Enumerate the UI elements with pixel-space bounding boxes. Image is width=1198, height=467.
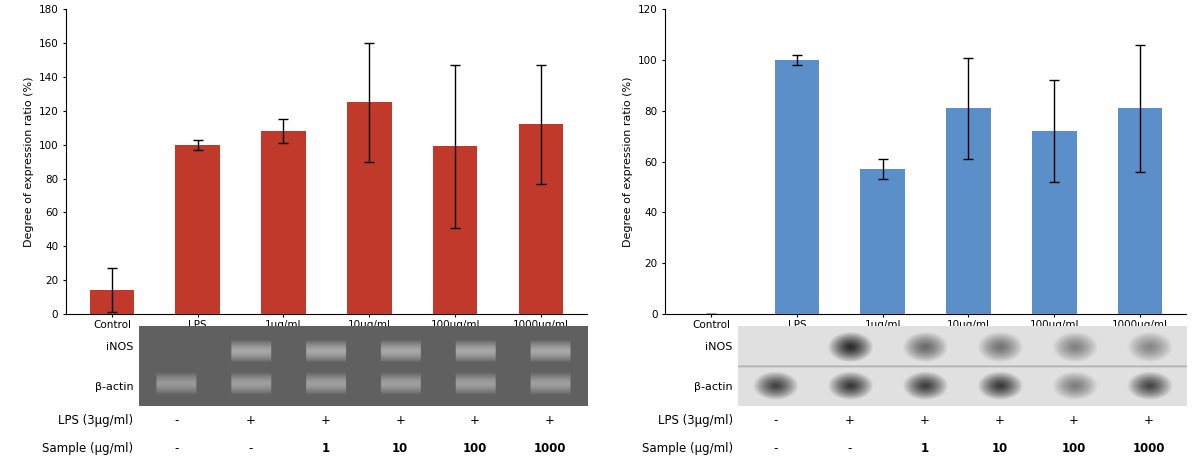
Text: 1000: 1000: [533, 442, 565, 455]
Text: β-actin: β-actin: [95, 382, 134, 392]
Text: +: +: [845, 414, 855, 427]
Bar: [519, 124, 563, 314]
Y-axis label: Degree of expression ratio (%): Degree of expression ratio (%): [24, 77, 35, 247]
Bar: [261, 131, 305, 314]
Text: +: +: [470, 414, 480, 427]
Text: iNOS: iNOS: [706, 342, 733, 352]
Text: β-actin: β-actin: [694, 382, 733, 392]
Y-axis label: Degree of expression ratio (%): Degree of expression ratio (%): [623, 77, 634, 247]
Text: +: +: [246, 414, 256, 427]
Bar: [1118, 108, 1162, 314]
Text: -: -: [174, 442, 179, 455]
Text: +: +: [1069, 414, 1079, 427]
Text: 1: 1: [321, 442, 329, 455]
Bar: [175, 145, 220, 314]
Bar: [347, 102, 392, 314]
Bar: [432, 147, 477, 314]
Text: +: +: [545, 414, 555, 427]
Text: LPS (3μg/ml): LPS (3μg/ml): [658, 414, 733, 427]
Text: iNOS: iNOS: [107, 342, 134, 352]
Text: 1: 1: [920, 442, 928, 455]
Text: +: +: [321, 414, 331, 427]
Text: -: -: [249, 442, 253, 455]
Text: 100: 100: [1061, 442, 1087, 455]
Bar: [1031, 131, 1077, 314]
Text: -: -: [174, 414, 179, 427]
Text: 1000: 1000: [1132, 442, 1164, 455]
Text: +: +: [1144, 414, 1154, 427]
Text: -: -: [773, 442, 778, 455]
Bar: [90, 290, 134, 314]
Bar: [946, 108, 991, 314]
Text: -: -: [848, 442, 852, 455]
Text: Sample (μg/ml): Sample (μg/ml): [42, 442, 134, 455]
Text: 10: 10: [991, 442, 1008, 455]
Text: Sample (μg/ml): Sample (μg/ml): [642, 442, 733, 455]
Bar: [860, 170, 904, 314]
Bar: [775, 60, 819, 314]
Text: 10: 10: [392, 442, 409, 455]
Text: LPS (3μg/ml): LPS (3μg/ml): [59, 414, 134, 427]
Text: 100: 100: [462, 442, 488, 455]
Text: +: +: [920, 414, 930, 427]
Text: +: +: [994, 414, 1004, 427]
Text: +: +: [395, 414, 405, 427]
Text: -: -: [773, 414, 778, 427]
